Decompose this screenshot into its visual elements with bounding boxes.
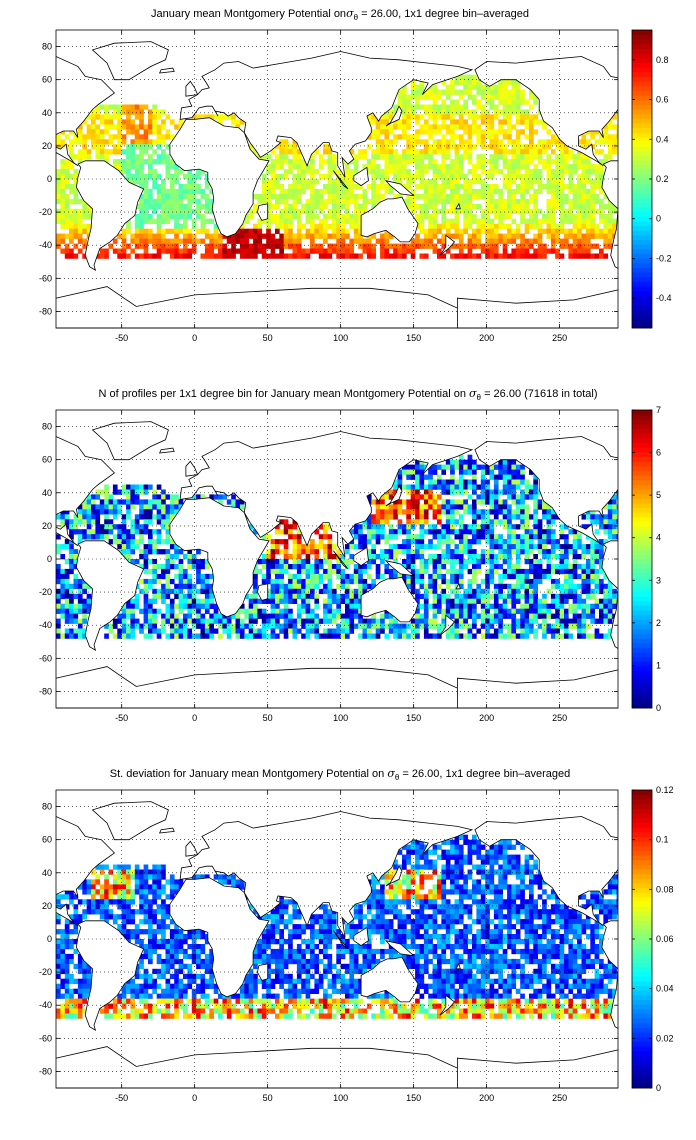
y-tick-label: 0 (47, 554, 52, 564)
y-tick-label: 20 (42, 901, 52, 911)
y-tick-label: -20 (39, 587, 52, 597)
colorbar-tick-label: 5 (656, 490, 661, 500)
colorbar-tick-label: 0.06 (656, 934, 674, 944)
y-tick-label: -60 (39, 1033, 52, 1043)
x-tick-label: 50 (263, 713, 273, 723)
x-tick-label: 200 (479, 713, 494, 723)
x-tick-label: 0 (192, 1093, 197, 1103)
x-tick-label: 100 (333, 333, 348, 343)
y-tick-label: -80 (39, 306, 52, 316)
y-tick-label: 60 (42, 455, 52, 465)
y-tick-label: 0 (47, 934, 52, 944)
x-tick-label: 0 (192, 333, 197, 343)
y-tick-label: -60 (39, 273, 52, 283)
colorbar (631, 789, 653, 1089)
colorbar-tick-label: 0.8 (656, 55, 669, 65)
x-tick-label: 250 (552, 333, 567, 343)
x-tick-label: -50 (115, 1093, 128, 1103)
grid (56, 790, 618, 1088)
y-tick-label: 80 (42, 802, 52, 812)
y-tick-label: 60 (42, 75, 52, 85)
colorbar-tick-label: 0.08 (656, 884, 674, 894)
y-tick-label: -40 (39, 620, 52, 630)
data-cells (56, 454, 622, 639)
x-tick-label: -50 (115, 333, 128, 343)
colorbar (631, 409, 653, 709)
y-tick-label: 40 (42, 488, 52, 498)
panel-count: N of profiles per 1x1 degree bin for Jan… (0, 380, 696, 760)
x-tick-label: 150 (406, 333, 421, 343)
colorbar-tick-label: 6 (656, 448, 661, 458)
y-tick-label: 0 (47, 174, 52, 184)
x-tick-label: 250 (552, 1093, 567, 1103)
x-tick-label: 200 (479, 333, 494, 343)
heatmap-mean: -50 0 50 100 150 200 250 -80 -60 -40 -20 0 20 40 60 80 -… (0, 29, 696, 343)
colorbar-tick-label: 0.2 (656, 174, 669, 184)
y-tick-label: -80 (39, 1066, 52, 1076)
colorbar-tick-label: 0.4 (656, 134, 669, 144)
colorbar-tick-label: 0.1 (656, 835, 669, 845)
colorbar (631, 29, 653, 329)
colorbar-tick-label: 4 (656, 533, 661, 543)
colorbar-tick-label: 0 (656, 1083, 661, 1093)
colorbar-tick-label: 0.02 (656, 1033, 674, 1043)
x-tick-label: 150 (406, 713, 421, 723)
grid (56, 410, 618, 708)
x-tick-label: 0 (192, 713, 197, 723)
colorbar-tick-label: 2 (656, 618, 661, 628)
x-tick-label: 50 (263, 1093, 273, 1103)
x-tick-label: 100 (333, 1093, 348, 1103)
x-tick-label: -50 (115, 713, 128, 723)
colorbar-tick-label: 0.12 (656, 785, 674, 795)
chart-title: St. deviation for January mean Montgomer… (109, 767, 571, 783)
y-tick-label: -20 (39, 207, 52, 217)
colorbar-tick-label: 3 (656, 575, 661, 585)
x-tick-label: 250 (552, 713, 567, 723)
y-tick-label: -80 (39, 686, 52, 696)
y-tick-label: -60 (39, 653, 52, 663)
colorbar-tick-label: 0 (656, 703, 661, 713)
colorbar-tick-label: 0.04 (656, 984, 674, 994)
y-tick-label: -20 (39, 967, 52, 977)
colorbar-tick-label: 0.6 (656, 95, 669, 105)
y-tick-label: 20 (42, 521, 52, 531)
heatmap-count: -50 0 50 100 150 200 250 -80 -60 -40 -20 0 20 40 60 80 0… (0, 405, 696, 723)
y-tick-label: -40 (39, 240, 52, 250)
x-tick-label: 150 (406, 1093, 421, 1103)
y-tick-label: 80 (42, 422, 52, 432)
panel-mean: January mean Montgomery Potential onσθ =… (0, 0, 696, 380)
colorbar-tick-label: 1 (656, 660, 661, 670)
y-tick-label: 60 (42, 835, 52, 845)
y-tick-label: -40 (39, 1000, 52, 1010)
data-cells (56, 74, 622, 259)
panel-std: St. deviation for January mean Montgomer… (0, 760, 696, 1140)
colorbar-tick-label: -0.4 (656, 293, 672, 303)
heatmap-std: -50 0 50 100 150 200 250 -80 -60 -40 -20 0 20 40 60 80 0… (0, 785, 696, 1103)
y-tick-label: 80 (42, 42, 52, 52)
x-tick-label: 100 (333, 713, 348, 723)
chart-title: January mean Montgomery Potential onσθ =… (151, 7, 529, 23)
y-tick-label: 20 (42, 141, 52, 151)
y-tick-label: 40 (42, 108, 52, 118)
data-cells (56, 834, 622, 1019)
x-tick-label: 200 (479, 1093, 494, 1103)
x-tick-label: 50 (263, 333, 273, 343)
grid (56, 30, 618, 328)
y-tick-label: 40 (42, 868, 52, 878)
colorbar-tick-label: 7 (656, 405, 661, 415)
colorbar-tick-label: -0.2 (656, 253, 672, 263)
colorbar-tick-label: 0 (656, 214, 661, 224)
chart-title: N of profiles per 1x1 degree bin for Jan… (98, 387, 598, 403)
